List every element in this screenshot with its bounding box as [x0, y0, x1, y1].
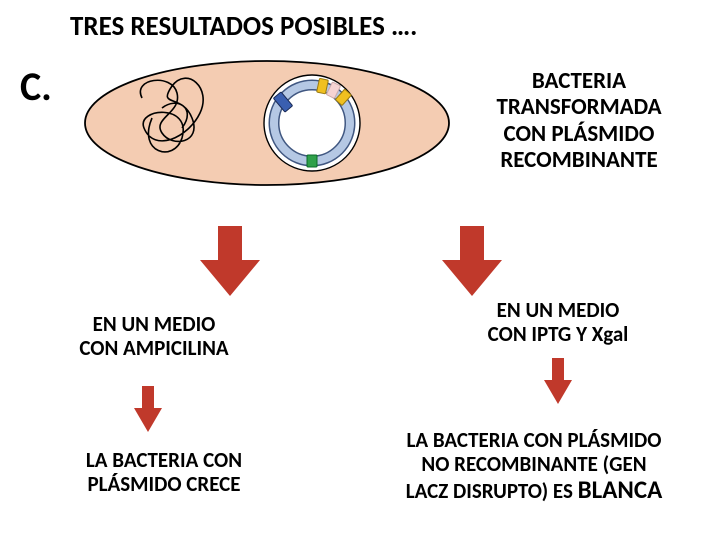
arrow-down-icon	[442, 226, 502, 296]
text-line: RECOMBINANTE	[500, 146, 657, 174]
plasmid-marker-icon	[307, 155, 317, 167]
plasmid	[264, 75, 360, 171]
section-marker: C.	[20, 62, 52, 111]
text-line: LA BACTERIA CON	[86, 447, 242, 473]
medium-left-label: EN UN MEDIO CON AMPICILINA	[46, 312, 262, 360]
medium-right-label: EN UN MEDIO CON IPTG Y Xgal	[440, 298, 676, 346]
bacteria-label: BACTERIA TRANSFORMADA CON PLÁSMIDO RECOM…	[464, 68, 694, 174]
text-line: CON PLÁSMIDO	[504, 120, 655, 148]
text-line: LA BACTERIA CON PLÁSMIDO	[407, 427, 662, 453]
page-title: TRES RESULTADOS POSIBLES ….	[70, 10, 417, 43]
emphasis-word: BLANCA	[578, 474, 663, 505]
arrow-down-icon	[134, 386, 162, 432]
text-line: CON AMPICILINA	[79, 335, 228, 361]
text-line: LACZ DISRUPTO) ES	[406, 478, 578, 504]
text-line: CON IPTG Y Xgal	[488, 321, 629, 347]
arrow-down-icon	[544, 358, 572, 404]
bacteria-diagram	[82, 58, 452, 188]
text-line: PLÁSMIDO CRECE	[87, 471, 240, 497]
text-line: EN UN MEDIO	[93, 311, 216, 337]
arrow-down-icon	[200, 226, 260, 296]
text-line: EN UN MEDIO	[497, 297, 620, 323]
text-line: BACTERIA	[532, 67, 626, 95]
text-line: TRANSFORMADA	[496, 93, 661, 121]
result-left-label: LA BACTERIA CON PLÁSMIDO CRECE	[54, 448, 274, 496]
result-right-label: LA BACTERIA CON PLÁSMIDO NO RECOMBINANTE…	[356, 428, 712, 505]
text-line: NO RECOMBINANTE (GEN	[421, 451, 646, 477]
